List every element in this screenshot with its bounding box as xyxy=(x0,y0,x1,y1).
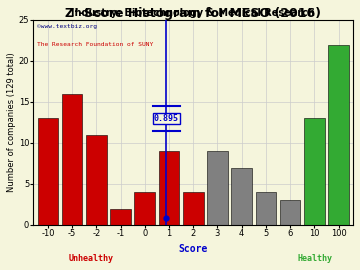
Title: Z’-Score Histogram for MESO (2016): Z’-Score Histogram for MESO (2016) xyxy=(65,7,321,20)
Y-axis label: Number of companies (129 total): Number of companies (129 total) xyxy=(7,53,16,192)
Text: ©www.textbiz.org: ©www.textbiz.org xyxy=(37,24,96,29)
Bar xyxy=(86,135,107,225)
Text: Unhealthy: Unhealthy xyxy=(68,254,113,263)
Bar xyxy=(110,208,131,225)
Text: Industry: Biotechnology & Medical Research: Industry: Biotechnology & Medical Resear… xyxy=(71,8,315,18)
Bar xyxy=(231,168,252,225)
Text: Healthy: Healthy xyxy=(297,254,332,263)
Bar xyxy=(159,151,179,225)
Bar xyxy=(62,94,82,225)
Bar xyxy=(328,45,349,225)
Bar xyxy=(256,192,276,225)
Bar xyxy=(38,118,58,225)
Bar xyxy=(280,200,300,225)
Bar xyxy=(304,118,325,225)
Bar xyxy=(183,192,203,225)
Text: The Research Foundation of SUNY: The Research Foundation of SUNY xyxy=(37,42,153,48)
Text: 0.895: 0.895 xyxy=(154,114,179,123)
X-axis label: Score: Score xyxy=(179,244,208,254)
Bar xyxy=(135,192,155,225)
Bar xyxy=(207,151,228,225)
